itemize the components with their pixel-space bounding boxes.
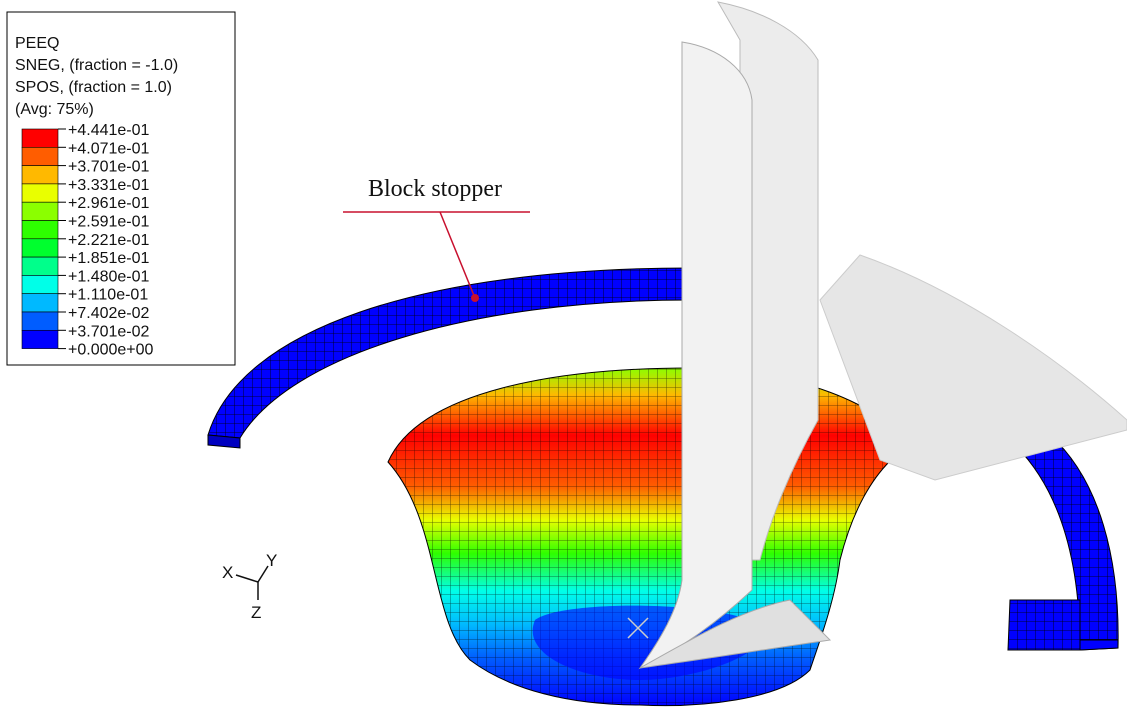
legend-swatch — [22, 257, 58, 275]
triad-y: Y — [266, 551, 277, 570]
legend-title-line: SPOS, (fraction = 1.0) — [15, 79, 172, 96]
legend-title-line: PEEQ — [15, 35, 59, 52]
legend-level: +4.071e-01 — [68, 140, 150, 157]
legend-level: +3.701e-02 — [68, 323, 150, 340]
legend-level: +1.480e-01 — [68, 268, 150, 285]
legend-swatch — [22, 221, 58, 239]
legend-level: +7.402e-02 — [68, 305, 150, 322]
rigid-tools — [640, 2, 1127, 668]
legend-level: +3.331e-01 — [68, 177, 150, 194]
block-stopper-right — [1008, 435, 1118, 650]
legend-level: +1.110e-01 — [68, 287, 148, 304]
legend-swatch — [22, 294, 58, 312]
legend-swatch — [22, 202, 58, 220]
legend-swatch — [22, 275, 58, 293]
legend-swatch — [22, 184, 58, 202]
axis-triad: X Y Z — [222, 551, 277, 622]
annotation-leader — [440, 212, 475, 298]
legend-level: +2.591e-01 — [68, 214, 150, 231]
triad-z: Z — [251, 603, 261, 622]
legend-swatch — [22, 166, 58, 184]
triad-x: X — [222, 563, 233, 582]
scene: PEEQ SNEG, (fraction = -1.0) SPOS, (fracti… — [0, 0, 1127, 713]
annotation-dot — [471, 294, 479, 302]
legend-level: +2.221e-01 — [68, 232, 150, 249]
annotation-text: Block stopper — [368, 176, 502, 202]
legend-swatch — [22, 129, 58, 147]
legend-level: +3.701e-01 — [68, 159, 150, 176]
legend-title-line: (Avg: 75%) — [15, 101, 94, 118]
legend: PEEQ SNEG, (fraction = -1.0) SPOS, (fracti… — [7, 12, 235, 365]
viewport: PEEQ SNEG, (fraction = -1.0) SPOS, (fracti… — [0, 0, 1127, 713]
legend-title-line: SNEG, (fraction = -1.0) — [15, 57, 178, 74]
legend-swatch — [22, 239, 58, 257]
legend-level: +1.851e-01 — [68, 250, 150, 267]
legend-swatch — [22, 312, 58, 330]
legend-level: +4.441e-01 — [68, 122, 150, 139]
legend-swatch — [22, 147, 58, 165]
legend-level: +0.000e+00 — [68, 342, 154, 359]
legend-swatch — [22, 330, 58, 348]
legend-level: +2.961e-01 — [68, 195, 150, 212]
